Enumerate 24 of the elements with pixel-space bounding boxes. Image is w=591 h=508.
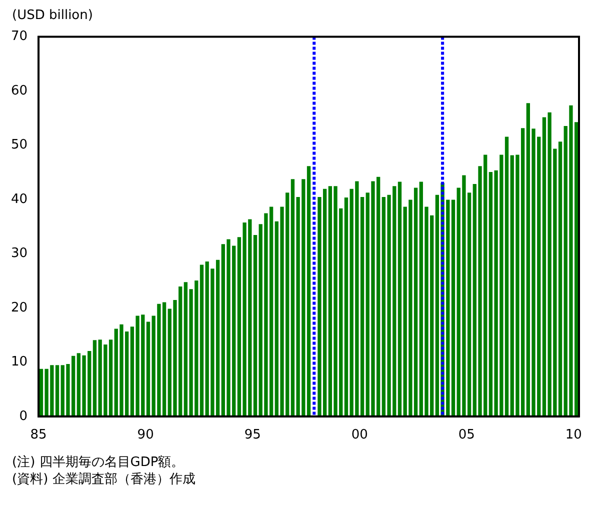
y-tick-label: 0: [19, 408, 28, 424]
bar: [200, 264, 204, 416]
y-tick-label: 10: [10, 354, 28, 370]
bar: [451, 200, 456, 416]
y-tick-label: 20: [10, 300, 28, 316]
text: (注) 四半期毎の名目GDP額。: [12, 454, 186, 471]
text: (資料) 企業調査部（香港）作成: [12, 471, 196, 488]
y-tick-label: 40: [10, 192, 28, 207]
x-tick-label: 95: [244, 428, 261, 443]
bar: [398, 182, 402, 416]
y-tick-label: 50: [10, 138, 28, 153]
y-tick-label: 70: [10, 29, 28, 44]
bar: [504, 136, 509, 416]
x-tick-label: 10: [565, 428, 582, 443]
x-tick-label: 90: [137, 428, 154, 443]
x-tick-label: 85: [30, 428, 47, 443]
y-tick-label: 60: [10, 83, 28, 98]
x-tick-label: 05: [458, 428, 475, 443]
bar: [55, 365, 60, 416]
bar: [146, 322, 150, 416]
y-axis-title: (USD billion): [12, 8, 93, 23]
x-tick-label: 00: [351, 428, 368, 443]
y-tick-label: 30: [10, 246, 28, 262]
bar: [253, 234, 258, 416]
